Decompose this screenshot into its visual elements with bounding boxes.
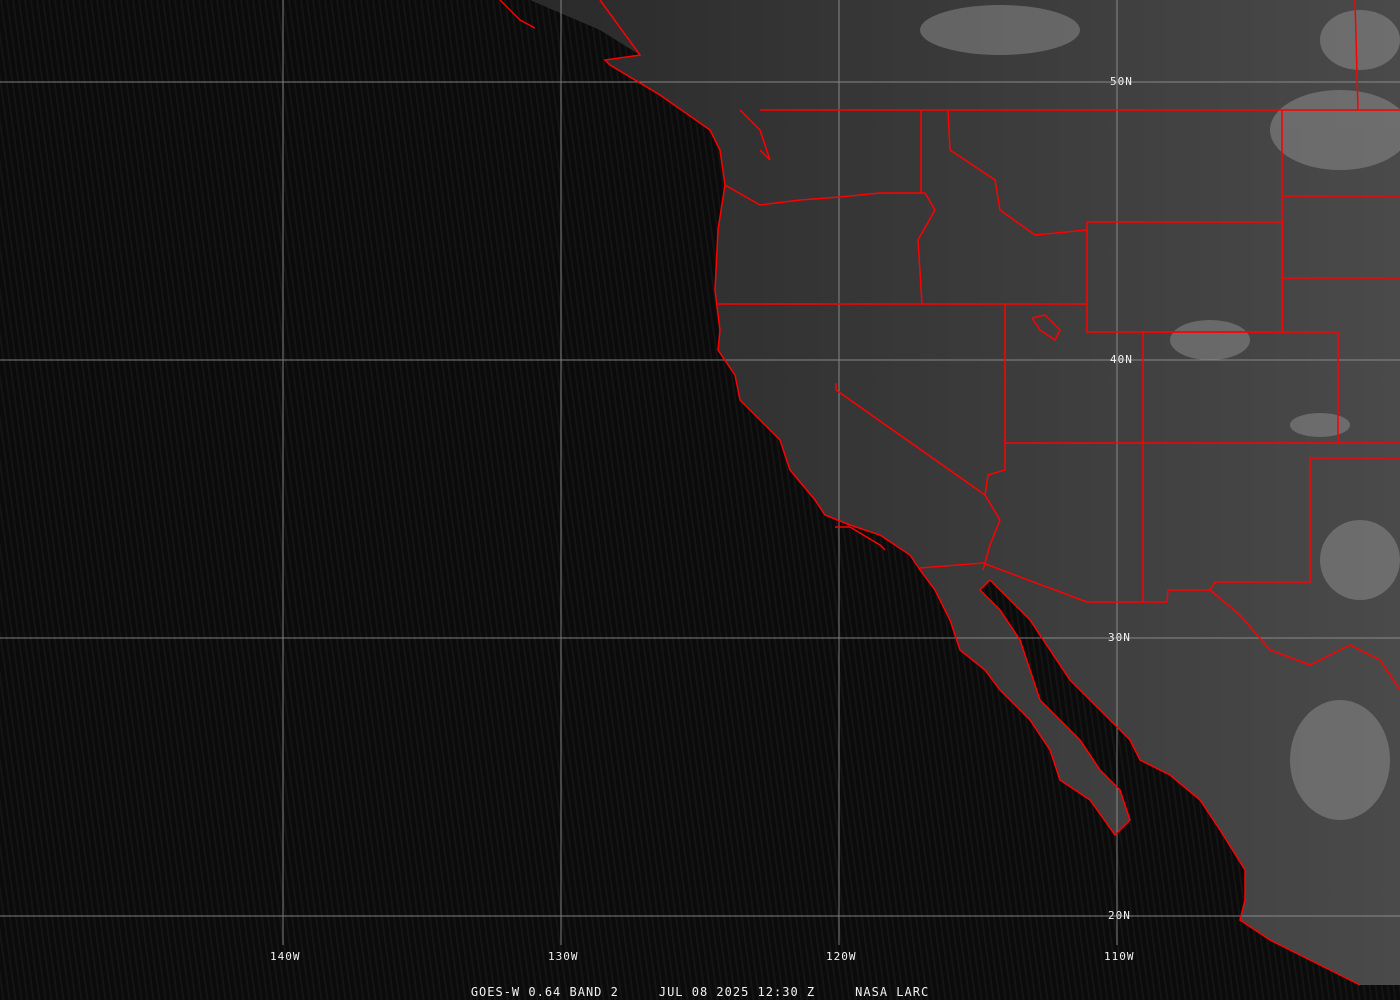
nv-ut-border	[984, 304, 1006, 496]
channel-islands	[835, 526, 886, 551]
lat-label-50n: 50N	[1110, 75, 1133, 88]
lon-label-140w: 140W	[270, 950, 301, 963]
timestamp: JUL 08 2025 12:30 Z	[658, 985, 816, 999]
wa-or-border	[724, 184, 925, 206]
lon-label-110w: 110W	[1104, 950, 1135, 963]
new-mexico-border	[1166, 458, 1311, 603]
boundaries	[499, 0, 1400, 986]
ca-nv-border	[835, 383, 986, 496]
clouds	[920, 5, 1400, 820]
lon-label-130w: 130W	[548, 950, 579, 963]
satellite-band: GOES-W 0.64 BAND 2	[470, 985, 619, 999]
us-mexico-border	[919, 562, 1167, 603]
or-id-border	[917, 192, 936, 305]
source: NASA LARC	[855, 985, 930, 999]
lat-label-30n: 30N	[1108, 631, 1131, 644]
coastline	[599, 0, 1361, 986]
great-salt-lake	[1031, 314, 1061, 342]
id-mt-border	[947, 109, 1088, 236]
lat-label-20n: 20N	[1108, 909, 1131, 922]
rio-grande	[1209, 589, 1400, 691]
puget-sound	[739, 109, 771, 161]
graticule	[0, 0, 1400, 945]
lon-label-120w: 120W	[826, 950, 857, 963]
lat-label-40n: 40N	[1110, 353, 1133, 366]
land	[530, 0, 1400, 985]
image-caption: GOES-W 0.64 BAND 2 JUL 08 2025 12:30 Z N…	[0, 985, 1400, 999]
canada-province-border	[1354, 0, 1359, 111]
vancouver-island	[499, 0, 536, 29]
colorado-river	[982, 494, 1001, 571]
colorado-border	[1143, 331, 1339, 443]
